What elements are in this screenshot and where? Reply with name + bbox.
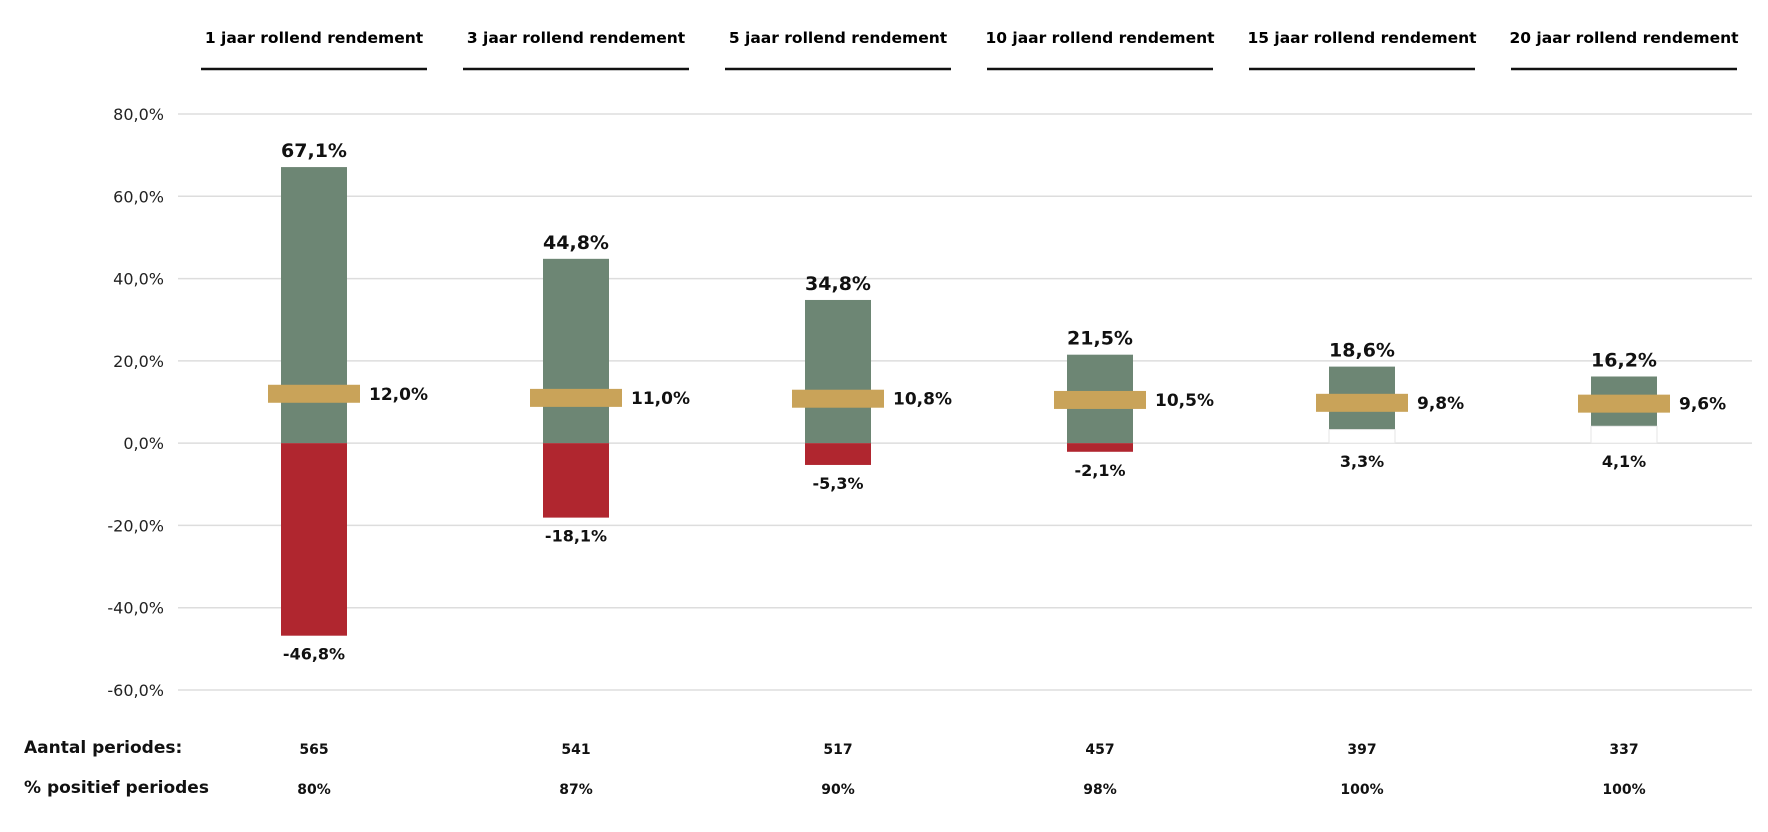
- periods-count: 397: [1347, 742, 1377, 758]
- max-bar: [543, 258, 609, 444]
- y-tick-label: 20,0%: [113, 352, 164, 371]
- min-label: -18,1%: [545, 527, 607, 546]
- y-tick-label: 60,0%: [113, 187, 164, 206]
- data-labels: 67,1% -46,8% 12,0% 44,8% -18,1% 11,0% 34,8% -5,…: [281, 140, 1726, 664]
- gap-bar: [1590, 425, 1658, 444]
- average-label: 10,5%: [1155, 391, 1214, 411]
- max-label: 16,2%: [1591, 349, 1657, 371]
- min-bar: [805, 443, 871, 465]
- average-marker: [1316, 393, 1408, 412]
- min-label: -46,8%: [283, 645, 345, 664]
- average-marker: [792, 389, 884, 408]
- y-tick-label: 40,0%: [113, 270, 164, 289]
- average-label: 11,0%: [631, 389, 690, 409]
- periods-count: 457: [1085, 742, 1115, 758]
- positive-percent: 100%: [1602, 782, 1646, 798]
- average-label: 10,8%: [893, 390, 952, 410]
- max-label: 18,6%: [1329, 340, 1395, 362]
- min-label: -2,1%: [1074, 461, 1125, 480]
- table-row-label-periods: Aantal periodes:: [24, 738, 183, 758]
- average-label: 9,8%: [1417, 394, 1464, 414]
- category-title: 10 jaar rollend rendement: [985, 29, 1215, 47]
- average-label: 12,0%: [369, 385, 428, 405]
- bars: [268, 167, 1670, 636]
- y-tick-label: -20,0%: [107, 516, 164, 535]
- category-title: 20 jaar rollend rendement: [1509, 29, 1739, 47]
- average-label: 9,6%: [1679, 395, 1726, 415]
- category-headers: 1 jaar rollend rendement 3 jaar rollend r…: [201, 29, 1739, 71]
- table-row-label-positive: % positief periodes: [24, 778, 209, 798]
- max-label: 44,8%: [543, 232, 609, 254]
- y-axis: 80,0% 60,0% 40,0% 20,0% 0,0% -20,0% -40,0% -60,…: [107, 105, 164, 700]
- positive-percent: 80%: [297, 782, 331, 798]
- y-tick-label: -40,0%: [107, 599, 164, 618]
- y-tick-label: 80,0%: [113, 105, 164, 124]
- y-tick-label: -60,0%: [107, 681, 164, 700]
- category-title: 3 jaar rollend rendement: [467, 29, 686, 47]
- max-bar: [805, 299, 871, 444]
- average-marker: [268, 384, 360, 403]
- max-label: 21,5%: [1067, 328, 1133, 350]
- average-marker: [1578, 394, 1670, 413]
- min-label: 3,3%: [1340, 452, 1384, 471]
- gap-bar: [1328, 429, 1396, 444]
- periods-count: 541: [561, 742, 591, 758]
- min-bar: [1067, 443, 1133, 452]
- max-label: 67,1%: [281, 140, 347, 162]
- positive-percent: 90%: [821, 782, 855, 798]
- positive-percent: 98%: [1083, 782, 1117, 798]
- max-label: 34,8%: [805, 273, 871, 295]
- min-label: -5,3%: [812, 474, 863, 493]
- min-label: 4,1%: [1602, 452, 1646, 471]
- category-title: 15 jaar rollend rendement: [1247, 29, 1477, 47]
- positive-percent: 87%: [559, 782, 593, 798]
- periods-count: 337: [1609, 742, 1639, 758]
- grid-lines: [178, 113, 1752, 691]
- min-bar: [281, 443, 347, 636]
- category-title: 5 jaar rollend rendement: [729, 29, 948, 47]
- min-bar: [543, 443, 609, 518]
- periods-count: 517: [823, 742, 853, 758]
- average-marker: [530, 388, 622, 407]
- y-tick-label: 0,0%: [123, 434, 164, 453]
- average-marker: [1054, 390, 1146, 409]
- periods-count: 565: [299, 742, 329, 758]
- category-title: 1 jaar rollend rendement: [205, 29, 424, 47]
- positive-percent: 100%: [1340, 782, 1384, 798]
